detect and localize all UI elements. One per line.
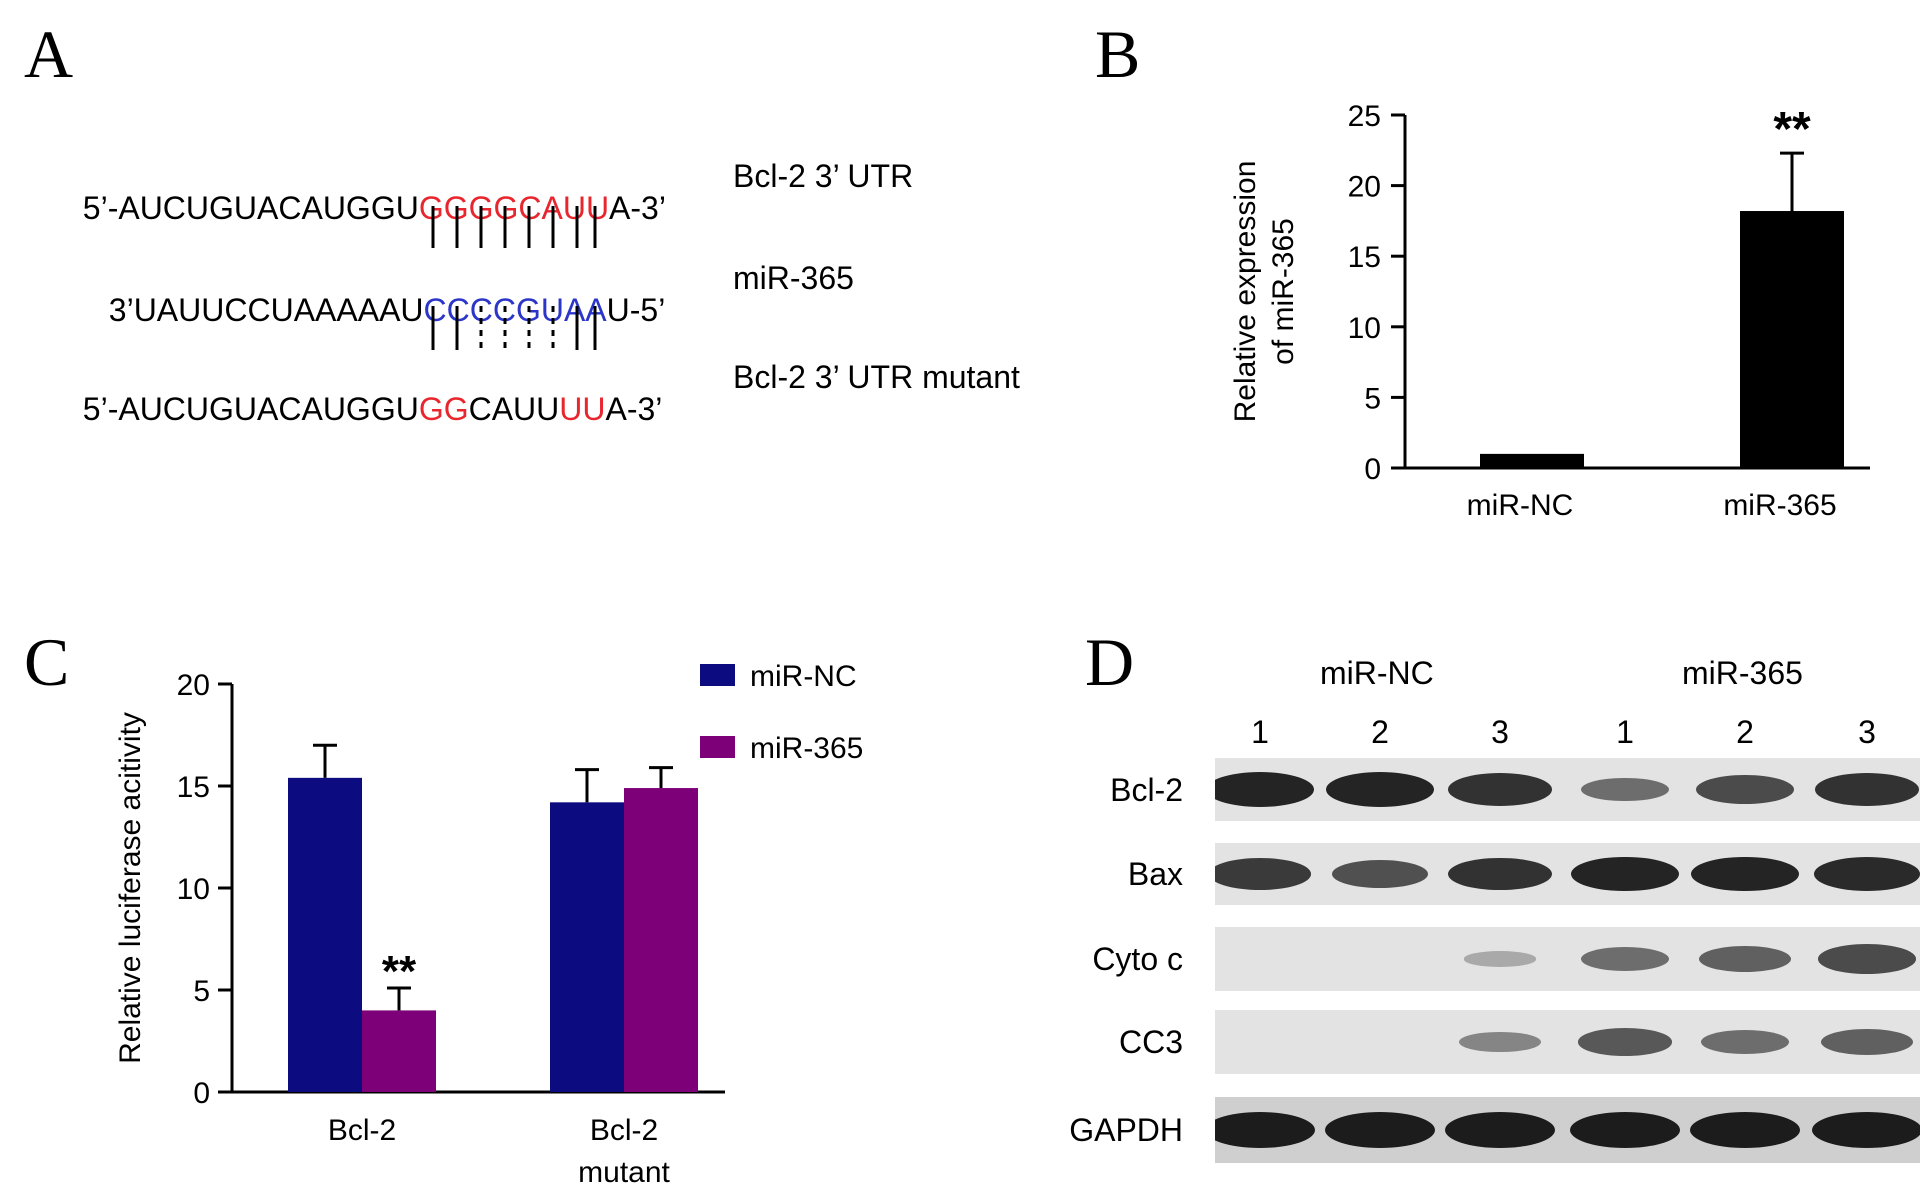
label-bcl2-utr-mutant: Bcl-2 3’ UTR mutant [733, 359, 1020, 395]
legend-label: miR-NC [750, 660, 857, 693]
blot-band [1215, 772, 1314, 807]
blot-band [1696, 774, 1794, 805]
y-axis-label-group: Relative luciferase acitivity [114, 712, 147, 1064]
y-tick-label: 0 [1364, 453, 1381, 486]
chart-c-luciferase-activity: 0 5 10 15 20 ** Bcl-2 Bcl-2 mutant Relative lucif… [114, 660, 863, 1189]
bar-mir-365 [624, 788, 698, 1092]
blot-band [1445, 1112, 1555, 1148]
blot-band [1821, 1028, 1913, 1056]
blot-band [1459, 1031, 1541, 1053]
y-axis-label: of miR-365 [1267, 218, 1300, 365]
y-axis-label: Relative expression [1229, 161, 1262, 423]
lane-number: 1 [1251, 714, 1269, 750]
y-tick-label: 10 [177, 873, 210, 906]
panel-c-letter: C [24, 624, 70, 700]
blot-band [1690, 1112, 1800, 1148]
blot-band [1691, 856, 1799, 892]
blot-band [1570, 1112, 1680, 1148]
blot-row-label: GAPDH [1069, 1112, 1183, 1148]
blot-band [1326, 772, 1434, 807]
blot-band [1581, 947, 1669, 971]
bar-mir-nc [550, 802, 624, 1092]
seq-segment-mutated: UU [559, 391, 606, 427]
blot-row-label: Bcl-2 [1110, 771, 1183, 808]
bar [1480, 453, 1584, 468]
blot-band [1215, 1112, 1315, 1148]
lane-number: 2 [1736, 714, 1754, 750]
y-tick-label: 20 [1348, 171, 1381, 204]
blot-band [1215, 858, 1311, 890]
x-tick-label: miR-NC [1467, 489, 1574, 522]
label-bcl2-utr: Bcl-2 3’ UTR [733, 158, 914, 194]
significance-label: ** [1773, 103, 1811, 156]
bar [1740, 211, 1844, 468]
legend-swatch [700, 736, 735, 758]
label-mir365: miR-365 [733, 260, 854, 296]
seq-segment: A-3’ [609, 190, 666, 226]
y-axis-label: Relative luciferase acitivity [114, 712, 147, 1064]
group-label-mir-365: miR-365 [1682, 655, 1803, 691]
blot-band [1578, 1028, 1672, 1056]
x-tick-label: Bcl-2 [590, 1114, 658, 1147]
chart-b-mir365-expression: 0 5 10 15 20 25 miR-NC ** miR-365 Relative expres… [1229, 100, 1870, 522]
sequence-bcl2-utr-mutant: 5’-AUCUGUACAUGGUGGCAUUUUA-3’ [65, 361, 663, 427]
blot-band [1571, 856, 1679, 892]
blot-band [1818, 944, 1916, 974]
y-tick-label: 5 [1364, 382, 1381, 415]
blot-band [1448, 773, 1552, 806]
blot-band [1448, 857, 1552, 891]
bar-mir-365 [362, 1010, 436, 1092]
legend-label: miR-365 [750, 732, 863, 765]
lane-number: 3 [1858, 714, 1876, 750]
panel-a-letter: A [24, 16, 74, 92]
blot-strip [1215, 1010, 1920, 1074]
blot-band [1699, 945, 1791, 973]
panel-b-letter: B [1095, 16, 1141, 92]
blot-row-label: CC3 [1118, 1024, 1183, 1060]
bar-mir-nc [288, 777, 362, 1092]
y-tick-label: 10 [1348, 312, 1381, 345]
seq-segment: CAUU [468, 391, 560, 427]
blot-band [1812, 1112, 1920, 1148]
y-tick-label: 0 [193, 1077, 210, 1110]
x-tick-label: miR-365 [1723, 489, 1836, 522]
seq-segment: 5’-AUCUGUACAUGGU [82, 190, 419, 226]
significance-label: ** [382, 947, 417, 996]
x-tick-label: mutant [578, 1156, 670, 1189]
blot-band [1581, 777, 1669, 802]
seq-segment-mutated: GG [418, 391, 469, 427]
lane-number: 2 [1371, 714, 1389, 750]
blot-strip [1215, 758, 1920, 821]
seq-segment: A-3’ [605, 391, 663, 427]
x-tick-label: Bcl-2 [328, 1114, 396, 1147]
panel-d-letter: D [1085, 624, 1135, 700]
legend-swatch [700, 664, 735, 686]
seq-segment: 5’-AUCUGUACAUGGU [82, 391, 419, 427]
y-axis-label-group: Relative expression of miR-365 [1229, 161, 1300, 423]
blot-strip [1215, 843, 1920, 905]
blot-row-label: Cyto c [1092, 941, 1183, 977]
blot-band [1814, 857, 1920, 891]
group-label-mir-nc: miR-NC [1320, 655, 1434, 691]
y-tick-label: 15 [177, 771, 210, 804]
lane-number: 3 [1491, 714, 1509, 750]
blot-band [1464, 951, 1536, 967]
y-tick-label: 15 [1348, 241, 1381, 274]
seq-segment: 3’UAUUCCUAAAAAU [108, 292, 424, 328]
blot-band [1701, 1030, 1789, 1054]
seq-segment: U-5’ [606, 292, 666, 328]
blot-band [1815, 773, 1919, 806]
blot-strip [1215, 1097, 1920, 1163]
blot-strip [1215, 927, 1920, 991]
blot-band [1332, 859, 1428, 889]
y-tick-label: 5 [193, 975, 210, 1008]
y-tick-label: 25 [1348, 100, 1381, 133]
lane-number: 1 [1616, 714, 1634, 750]
y-tick-label: 20 [177, 669, 210, 702]
blot-row-label: Bax [1127, 856, 1183, 892]
base-pairing-lines [431, 206, 597, 350]
blot-band [1325, 1112, 1435, 1148]
